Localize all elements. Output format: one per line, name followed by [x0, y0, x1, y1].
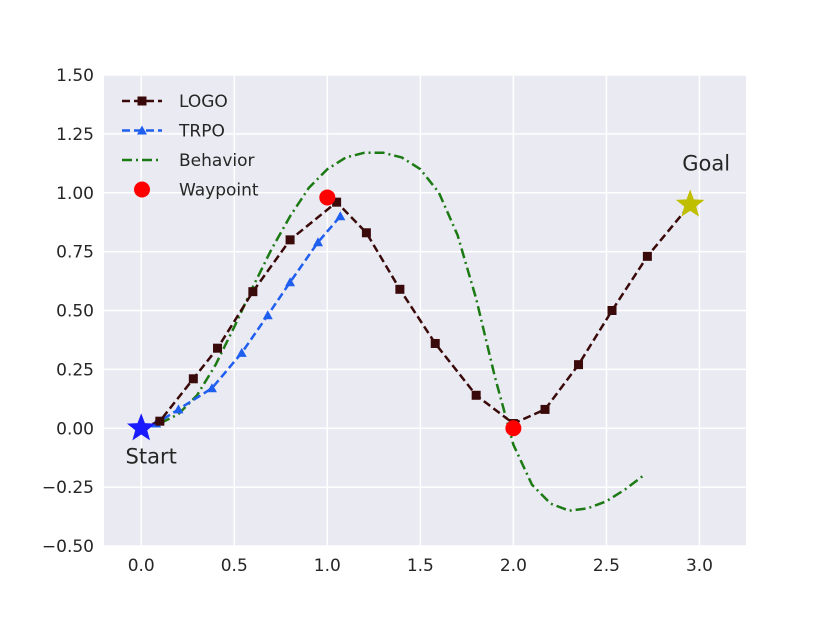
start-label: Start	[126, 444, 177, 468]
annotations: Start Goal	[126, 152, 731, 469]
goal-star-marker	[675, 189, 705, 217]
data-point-logo	[155, 416, 165, 426]
y-tick-label: −0.25	[42, 478, 94, 498]
legend-label: Waypoint	[179, 181, 259, 201]
data-point-logo	[642, 251, 652, 261]
y-tick-label: 1.50	[56, 66, 94, 86]
goal-label: Goal	[682, 152, 730, 176]
x-tick-label: 1.0	[314, 556, 341, 576]
data-point-trpo	[173, 404, 184, 414]
data-point-trpo	[313, 237, 323, 247]
data-point-logo	[248, 287, 258, 297]
legend-entry-waypoint: Waypoint	[134, 181, 259, 201]
legend-marker-logo	[137, 96, 147, 106]
y-tick-label: 0.00	[56, 419, 94, 439]
tick-labels: 0.0 0.5 1.0 1.5 2.0 2.5 3.0 −0.50 −0.25 0.00 0.25 0…	[42, 66, 713, 576]
legend: LOGO TRPO Behavior Waypoint	[122, 92, 259, 201]
series-layer	[136, 151, 695, 512]
legend-marker-trpo	[137, 125, 147, 135]
x-tick-label: 2.0	[500, 556, 527, 576]
data-point-logo	[430, 338, 440, 348]
data-point-logo	[574, 360, 584, 370]
legend-label: LOGO	[179, 92, 228, 112]
data-point-logo	[361, 228, 371, 238]
legend-entry-trpo: TRPO	[122, 122, 225, 142]
legend-label: Behavior	[179, 151, 255, 171]
x-tick-label: 3.0	[686, 556, 713, 576]
data-point-logo	[395, 284, 405, 294]
y-tick-label: 0.75	[56, 243, 94, 263]
legend-entry-behavior: Behavior	[122, 151, 255, 171]
x-tick-label: 2.5	[593, 556, 620, 576]
y-tick-label: −0.50	[42, 537, 94, 557]
data-point-trpo	[285, 277, 296, 287]
data-point-logo	[607, 306, 617, 315]
legend-label: TRPO	[178, 122, 225, 142]
data-point-logo	[332, 197, 342, 207]
data-point-logo	[540, 404, 550, 414]
grid-lines	[104, 74, 746, 547]
data-point-trpo	[262, 310, 273, 320]
x-tick-label: 0.0	[128, 556, 155, 576]
data-point-logo	[471, 390, 481, 400]
data-point-logo	[188, 374, 198, 384]
data-point-waypoint	[505, 420, 522, 437]
data-point-waypoint	[319, 189, 336, 206]
series-logo	[136, 197, 695, 433]
data-point-logo	[213, 343, 223, 353]
data-point-logo	[285, 235, 295, 245]
series-line-behavior	[140, 151, 645, 512]
x-tick-label: 0.5	[221, 556, 248, 576]
x-tick-label: 1.5	[407, 556, 434, 576]
start-star-marker	[126, 413, 156, 441]
data-point-trpo	[206, 383, 217, 393]
series-waypoint	[319, 189, 522, 437]
y-tick-label: 1.00	[56, 184, 94, 204]
y-tick-label: 1.25	[56, 125, 94, 145]
y-tick-label: 0.25	[56, 360, 94, 380]
data-point-trpo	[236, 347, 247, 357]
data-point-trpo	[335, 211, 346, 221]
legend-entry-logo: LOGO	[122, 92, 228, 112]
y-tick-label: 0.50	[56, 302, 94, 322]
series-behavior	[140, 151, 645, 512]
legend-marker-waypoint	[134, 181, 150, 198]
